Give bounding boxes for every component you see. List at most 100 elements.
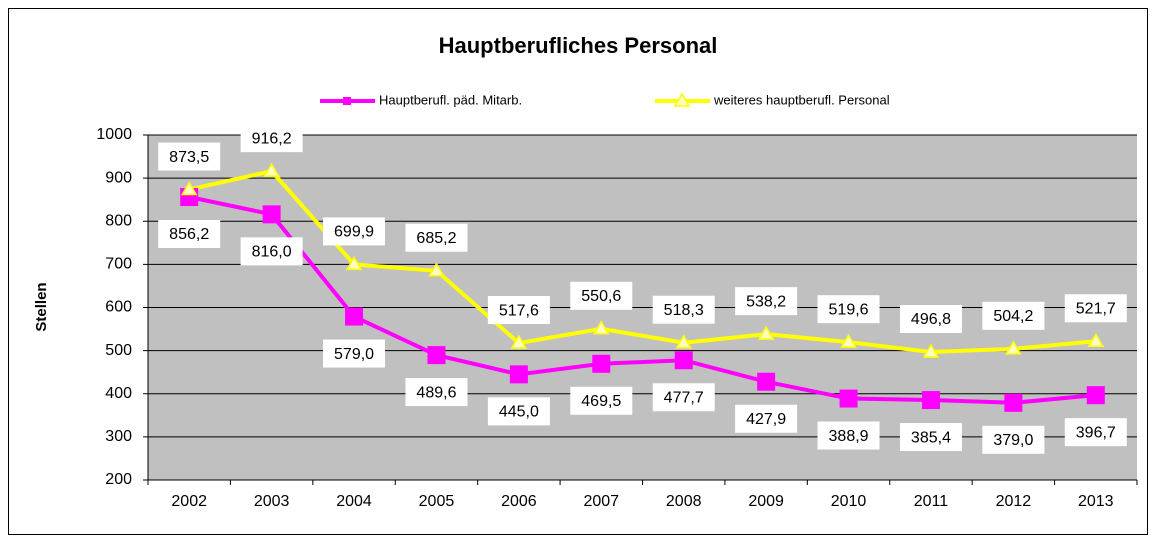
x-tick-label: 2008: [666, 493, 702, 510]
data-label: 579,0: [334, 346, 374, 363]
data-label: 427,9: [746, 411, 786, 428]
label-box: [982, 301, 1045, 330]
marker: [1004, 393, 1023, 412]
marker: [262, 205, 281, 224]
data-label: 517,6: [499, 302, 539, 319]
legend-label: Hauptberufl. päd. Mitarb.: [379, 92, 522, 107]
x-tick-label: 2006: [501, 493, 537, 510]
data-label: 445,0: [499, 404, 539, 421]
label-box: [817, 421, 880, 450]
label-box: [899, 305, 962, 334]
label-box: [735, 287, 798, 316]
label-box: [817, 295, 880, 324]
marker: [673, 92, 691, 107]
label-box: [899, 423, 962, 452]
label-box: [652, 295, 715, 324]
label-box: [158, 220, 221, 249]
x-tick-label: 2011: [914, 493, 949, 510]
label-box: [487, 296, 550, 325]
series-line: [188, 168, 1096, 355]
marker: [263, 162, 280, 177]
y-tick-label: 500: [105, 342, 132, 359]
marker: [345, 307, 364, 326]
marker: [840, 333, 857, 348]
marker: [757, 372, 776, 391]
marker: [1087, 332, 1105, 348]
data-label: 699,9: [334, 224, 374, 241]
y-tick-label: 700: [105, 256, 132, 273]
label-box: [652, 383, 715, 412]
data-label: 518,3: [664, 302, 704, 319]
label-box: [405, 223, 468, 252]
y-tick-label: 300: [105, 428, 132, 445]
data-label: 496,8: [911, 311, 951, 328]
marker: [343, 97, 351, 105]
data-label: 816,0: [252, 244, 292, 261]
x-tick-label: 2003: [254, 493, 290, 510]
label-box: [240, 124, 303, 153]
marker: [510, 334, 528, 349]
data-label: 521,7: [1076, 300, 1116, 317]
data-label: 385,4: [911, 429, 951, 446]
x-tick-label: 2004: [336, 493, 372, 510]
y-tick-label: 400: [105, 385, 132, 402]
label-box: [982, 425, 1045, 454]
data-label: 873,5: [169, 149, 209, 166]
data-label: 550,6: [581, 288, 621, 305]
x-tick-label: 2002: [171, 493, 207, 510]
data-label: 379,0: [993, 432, 1033, 449]
marker: [180, 181, 198, 196]
data-label: 504,2: [993, 308, 1033, 325]
x-tick-label: 2010: [831, 493, 867, 510]
x-tick-label: 2013: [1078, 493, 1114, 510]
x-tick-label: 2009: [748, 493, 784, 510]
marker: [1005, 340, 1022, 355]
x-tick-label: 2012: [996, 493, 1032, 510]
x-tick-label: 2005: [419, 493, 455, 510]
data-label: 477,7: [664, 389, 704, 406]
y-axis-label: Stellen: [33, 282, 50, 331]
marker: [592, 320, 610, 335]
label-box: [1064, 294, 1127, 323]
data-label: 388,9: [829, 428, 869, 445]
chart-title: Hauptberufliches Personal: [439, 33, 718, 58]
label-box: [158, 142, 221, 171]
marker: [428, 262, 445, 277]
data-label: 519,6: [829, 301, 869, 318]
y-tick-label: 800: [105, 212, 132, 229]
label-box: [570, 281, 633, 310]
data-label: 538,2: [746, 293, 786, 310]
marker: [921, 391, 940, 410]
data-label: 685,2: [416, 230, 456, 247]
label-box: [487, 397, 550, 426]
marker: [509, 365, 528, 384]
label-box: [735, 404, 798, 433]
marker: [674, 351, 693, 370]
label-box: [240, 237, 303, 266]
y-tick-label: 200: [105, 471, 132, 488]
label-box: [405, 378, 468, 407]
marker: [345, 255, 363, 271]
data-label: 856,2: [169, 226, 209, 243]
label-box: [570, 386, 633, 415]
marker: [1086, 386, 1105, 405]
y-tick-label: 600: [105, 299, 132, 316]
y-tick-label: 1000: [96, 126, 132, 143]
x-tick-label: 2007: [583, 493, 619, 510]
data-label: 489,6: [416, 384, 456, 401]
marker: [592, 354, 611, 373]
marker: [922, 343, 940, 358]
marker: [757, 325, 775, 340]
label-box: [323, 339, 386, 368]
legend-label: weiteres hauptberufl. Personal: [713, 92, 890, 107]
label-box: [1064, 418, 1127, 447]
marker: [675, 334, 693, 349]
y-tick-label: 900: [105, 169, 132, 186]
marker: [427, 346, 446, 365]
data-label: 396,7: [1076, 424, 1116, 441]
data-label: 469,5: [581, 393, 621, 410]
marker: [839, 389, 858, 408]
series-line: [188, 195, 1096, 405]
label-box: [323, 217, 386, 246]
